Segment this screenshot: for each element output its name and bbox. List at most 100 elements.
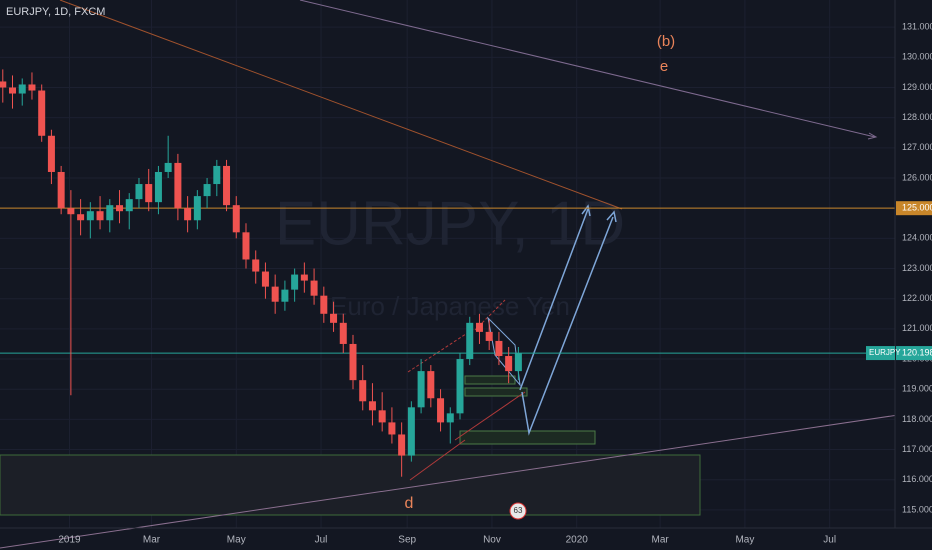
- candle-body: [291, 274, 299, 290]
- watermark: EURJPY, 1D: [275, 189, 625, 258]
- candle-body: [174, 162, 182, 209]
- price-axis: [895, 0, 932, 550]
- candle-body: [320, 295, 328, 314]
- candle-body: [38, 90, 46, 136]
- candle-body: [398, 434, 406, 456]
- trend-line: [0, 410, 926, 549]
- candle-body: [106, 205, 114, 221]
- axes: 115.000116.000117.000118.000119.000120.0…: [58, 22, 932, 546]
- candle-body: [437, 398, 445, 423]
- candle-body: [96, 211, 104, 221]
- candle-body: [300, 274, 308, 281]
- candle-body: [223, 165, 231, 206]
- channel-line: [407, 327, 476, 373]
- zone-box: [464, 387, 528, 397]
- channel-line: [454, 391, 526, 441]
- candle-body: [456, 359, 464, 414]
- candle-body: [184, 208, 192, 221]
- symbol-tag-label: EURJPY: [869, 348, 901, 357]
- y-tick-label: 126.000: [902, 172, 932, 182]
- candle-body: [0, 81, 7, 88]
- candle-body: [232, 205, 240, 233]
- candle-body: [349, 343, 357, 381]
- candle-body: [330, 313, 338, 323]
- candle-body: [359, 380, 367, 402]
- wave-label: d: [405, 495, 414, 512]
- candle-body: [505, 356, 513, 372]
- zone-box: [0, 454, 701, 516]
- wave-label: (b): [657, 33, 675, 50]
- candle-body: [213, 165, 221, 185]
- candle-body: [339, 322, 347, 344]
- candle-body: [475, 322, 483, 332]
- grid: [0, 0, 895, 528]
- y-tick-label: 129.000: [902, 82, 932, 92]
- price-tag: [896, 201, 932, 216]
- candle-body: [310, 280, 318, 296]
- candle-body: [378, 410, 386, 423]
- candle-body: [154, 171, 162, 203]
- candle-body: [193, 196, 201, 221]
- candle-body: [407, 407, 415, 456]
- arrow-head: [867, 132, 878, 140]
- plot: [0, 69, 895, 477]
- zone-box: [459, 430, 596, 445]
- candle-body: [427, 371, 435, 399]
- y-tick-label: 127.000: [902, 142, 932, 152]
- x-tick-label: 2020: [566, 535, 589, 546]
- y-tick-label: 117.000: [902, 444, 932, 454]
- candle-body: [135, 184, 143, 200]
- chart-title: EURJPY, 1D, FXCM: [6, 6, 105, 18]
- candle-body: [261, 271, 269, 287]
- channel-line: [409, 439, 466, 481]
- trend-line: [59, 0, 623, 210]
- wave-label: e: [660, 58, 668, 75]
- x-tick-label: May: [227, 535, 246, 546]
- candle-body: [271, 286, 279, 302]
- candle-body: [164, 162, 172, 172]
- candle-body: [57, 171, 65, 209]
- candle-body: [145, 184, 153, 203]
- candle-body: [9, 87, 17, 94]
- watermark-subtitle: Euro / Japanese Yen: [330, 291, 570, 321]
- event-badge-label: 63: [514, 506, 523, 515]
- candle-body: [281, 289, 289, 302]
- x-tick-label: Nov: [483, 535, 501, 546]
- x-tick-label: Sep: [398, 535, 416, 546]
- candle-body: [203, 184, 211, 197]
- event-badge[interactable]: [509, 502, 527, 520]
- y-tick-label: 116.000: [902, 474, 932, 484]
- y-tick-label: 130.000: [902, 52, 932, 62]
- candle-body: [47, 135, 55, 172]
- x-tick-label: Mar: [652, 535, 670, 546]
- y-tick-label: 128.000: [902, 112, 932, 122]
- y-tick-label: 115.000: [902, 504, 932, 514]
- price-tag: [896, 346, 932, 361]
- price-tag-label: 120.198: [902, 347, 932, 357]
- candle-body: [417, 371, 425, 408]
- candle-body: [116, 205, 124, 212]
- y-tick-label: 131.000: [902, 22, 932, 32]
- candle-body: [67, 208, 75, 215]
- y-tick-label: 123.000: [902, 263, 932, 273]
- candle-body: [495, 340, 503, 357]
- flag-pattern: [487, 316, 521, 387]
- candle-body: [28, 84, 36, 91]
- projection-arrow: [521, 210, 617, 436]
- candle-body: [388, 422, 396, 435]
- candle-body: [18, 84, 26, 94]
- candle-body: [125, 199, 133, 212]
- x-tick-label: Mar: [143, 535, 161, 546]
- candle-body: [446, 413, 454, 423]
- projection-arrow: [519, 204, 591, 391]
- candle-body: [514, 353, 522, 372]
- x-tick-label: Jul: [823, 535, 836, 546]
- trend-line: [299, 0, 876, 138]
- y-tick-label: 118.000: [902, 414, 932, 424]
- candle-body: [368, 401, 376, 411]
- candle-body: [77, 214, 85, 221]
- candle-body: [466, 322, 474, 360]
- x-tick-label: Jul: [315, 535, 328, 546]
- candle-body: [242, 232, 250, 260]
